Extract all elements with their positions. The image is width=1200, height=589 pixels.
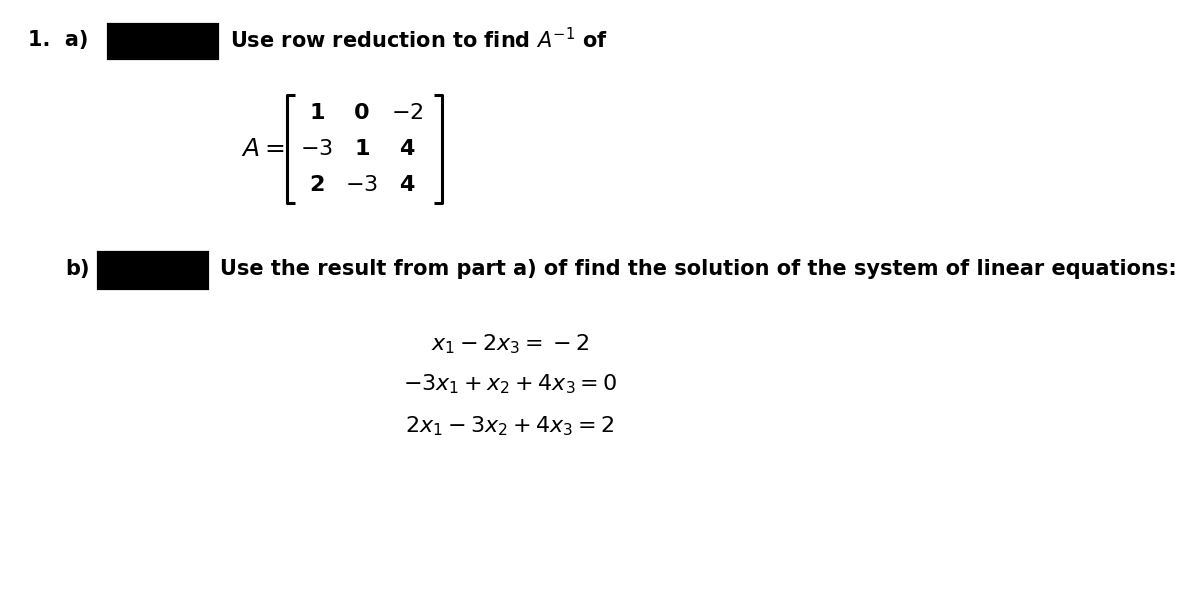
Text: 2: 2 [310, 175, 325, 195]
Bar [106, 21, 220, 61]
Text: 4: 4 [400, 175, 415, 195]
Text: 4: 4 [400, 139, 415, 159]
Bar [95, 249, 210, 291]
Text: $2x_1 - 3x_2 + 4x_3 = 2$: $2x_1 - 3x_2 + 4x_3 = 2$ [406, 414, 614, 438]
Text: 1.  a): 1. a) [28, 30, 89, 50]
Text: Use the result from part a) of find the solution of the system of linear equatio: Use the result from part a) of find the … [220, 259, 1177, 279]
Text: 1: 1 [310, 103, 325, 123]
Text: $-3$: $-3$ [300, 139, 334, 159]
Text: $-3x_1 + x_2 + 4x_3 = 0$: $-3x_1 + x_2 + 4x_3 = 0$ [403, 372, 617, 396]
Text: b): b) [65, 259, 90, 279]
Text: $-2$: $-2$ [391, 103, 424, 123]
Text: $x_1 - 2x_3 = -2$: $x_1 - 2x_3 = -2$ [431, 332, 589, 356]
Text: Use row reduction to find $A^{-1}$ of: Use row reduction to find $A^{-1}$ of [230, 28, 608, 52]
Text: $A = $: $A = $ [241, 137, 286, 161]
Text: 1: 1 [354, 139, 370, 159]
Bar [95, 249, 210, 291]
Bar [106, 21, 220, 61]
Text: 0: 0 [354, 103, 370, 123]
Text: $-3$: $-3$ [346, 175, 378, 195]
